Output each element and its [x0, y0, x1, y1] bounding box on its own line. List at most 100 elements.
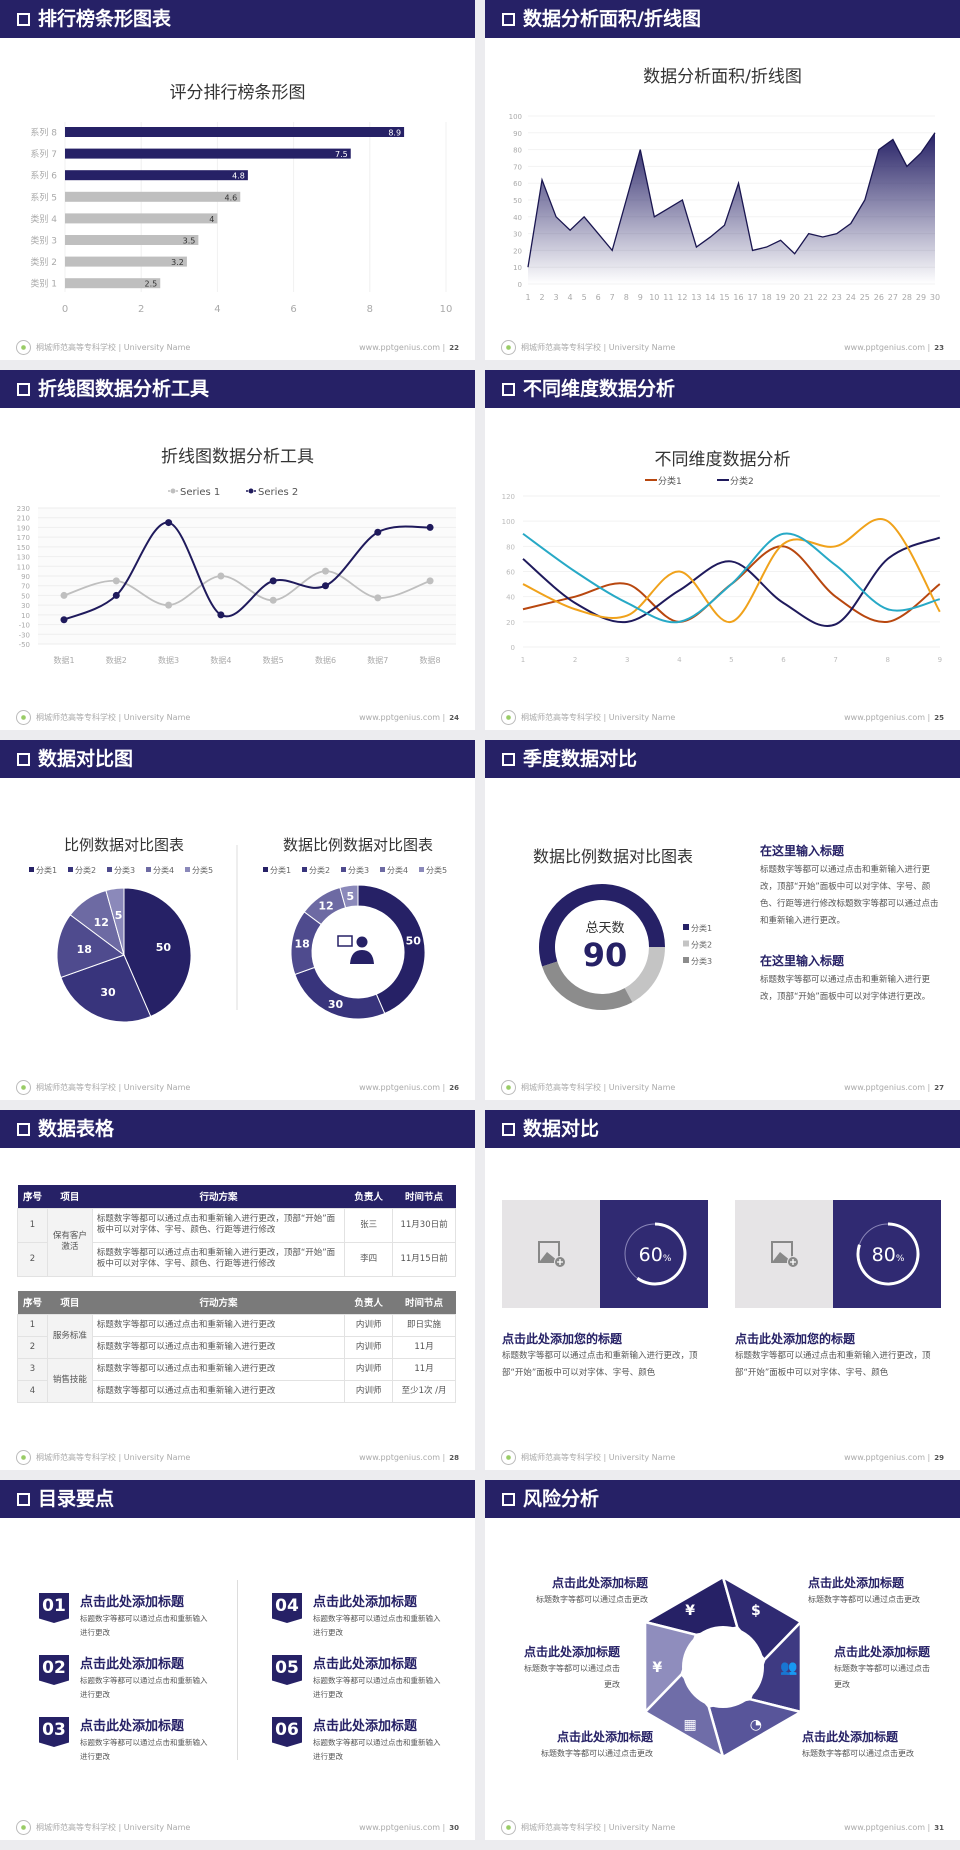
risk-segment[interactable]: 👥 — [748, 1620, 803, 1714]
image-placeholder[interactable] — [502, 1200, 600, 1308]
item-heading[interactable]: 点击此处添加标题 — [313, 1657, 418, 1672]
footer-left: 桐城师范高等专科学校 | University Name — [501, 709, 675, 725]
footer-site[interactable]: www.pptgenius.com | — [844, 712, 931, 722]
item-heading[interactable]: 点击此处添加标题 — [313, 1595, 418, 1610]
slide-26[interactable]: 数据对比图 桐城师范高等专科学校 | University Name www.ppt… — [0, 740, 475, 1100]
footer-school: 桐城师范高等专科学校 | University Name — [521, 342, 676, 352]
risk-heading[interactable]: 点击此处添加标题 — [834, 1645, 931, 1659]
x-tick-label: 16 — [733, 293, 743, 302]
table-header-row: 序号 项目 行动方案 负责人 时间节点 — [17, 1291, 456, 1314]
slide-24[interactable]: 折线图数据分析工具 桐城师范高等专科学校 | University Name www… — [0, 370, 475, 730]
footer-site[interactable]: www.pptgenius.com | — [359, 1822, 446, 1832]
add-image-icon[interactable] — [538, 1241, 566, 1268]
footer-site[interactable]: www.pptgenius.com | — [359, 712, 446, 722]
slide-31[interactable]: 风险分析 桐城师范高等专科学校 | University Name www.pptg… — [485, 1480, 960, 1840]
legend-label: 分类2 — [309, 865, 330, 875]
y-tick-label: -10 — [19, 622, 30, 630]
legend-label: 分类1 — [270, 865, 291, 875]
legend-swatch — [683, 924, 689, 930]
slice — [357, 884, 426, 1015]
checkbox-square-icon — [17, 1492, 30, 1506]
slice — [123, 887, 192, 1018]
cell-plan: 标题数字等都可以通过点击和重新输入进行更改 — [91, 1357, 346, 1381]
footer-site[interactable]: www.pptgenius.com | — [359, 1082, 446, 1092]
slice-label: 5 — [115, 909, 123, 922]
item-text: 标题数字等都可以通过点击和重新输入进行更改 — [80, 1738, 208, 1761]
risk-heading[interactable]: 点击此处添加标题 — [523, 1645, 620, 1659]
risk-heading[interactable]: 点击此处添加标题 — [556, 1730, 653, 1744]
card-heading[interactable]: 点击此处添加您的标题 — [735, 1332, 856, 1346]
slide-25[interactable]: 不同维度数据分析 桐城师范高等专科学校 | University Name www.… — [485, 370, 960, 730]
footer-site[interactable]: www.pptgenius.com | — [844, 342, 931, 352]
slide-30[interactable]: 目录要点 桐城师范高等专科学校 | University Name www.pptg… — [0, 1480, 475, 1840]
cell-group: 保有客户激活 — [46, 1207, 93, 1277]
item-heading: 在这里输入标题 — [760, 954, 845, 968]
legend-dot — [170, 488, 176, 494]
image-placeholder[interactable] — [735, 1200, 833, 1308]
column-header: 时间节点 — [405, 1298, 444, 1310]
item-heading[interactable]: 点击此处添加标题 — [313, 1719, 418, 1734]
risk-heading[interactable]: 点击此处添加标题 — [802, 1730, 899, 1744]
x-tick-label: 3 — [554, 293, 559, 302]
footer-site[interactable]: www.pptgenius.com | — [844, 1452, 931, 1462]
checkbox-square-icon — [502, 752, 515, 766]
legend-swatch — [263, 867, 268, 872]
page-number: 24 — [449, 713, 459, 722]
slide-footer: 桐城师范高等专科学校 | University Name www.pptgeniu… — [16, 708, 459, 726]
item-heading[interactable]: 点击此处添加标题 — [80, 1719, 185, 1734]
x-tick-label: 2 — [573, 656, 577, 664]
slide-23[interactable]: 数据分析面积/折线图 桐城师范高等专科学校 | University Name ww… — [485, 0, 960, 360]
cell-index: 2 — [17, 1335, 48, 1359]
y-tick-label: 100 — [502, 518, 515, 526]
footer-left: 桐城师范高等专科学校 | University Name — [501, 339, 676, 355]
footer-site[interactable]: www.pptgenius.com | — [359, 1452, 446, 1462]
column-header: 时间节点 — [405, 1192, 444, 1204]
footer-site[interactable]: www.pptgenius.com | — [844, 1822, 931, 1832]
legend-label: Series 2 — [258, 487, 298, 498]
x-tick-label: 14 — [705, 293, 715, 302]
item-heading: 在这里输入标题 — [760, 844, 845, 858]
risk-segment[interactable]: ¥ — [643, 1620, 698, 1714]
checkbox-square-icon — [502, 12, 515, 26]
slide-title: 排行榜条形图表 — [38, 8, 172, 30]
slide-29[interactable]: 数据对比 桐城师范高等专科学校 | University Name www.pptg… — [485, 1110, 960, 1470]
slide-28[interactable]: 数据表格 桐城师范高等专科学校 | University Name www.pptg… — [0, 1110, 475, 1470]
x-tick-label: 数据1 — [53, 655, 74, 665]
series-line — [522, 532, 941, 624]
y-tick-label: 10 — [513, 264, 522, 272]
footer-right: www.pptgenius.com | 24 — [359, 713, 459, 722]
buildings-icon: ▦ — [684, 1717, 697, 1733]
column-header: 负责人 — [354, 1192, 383, 1204]
y-tick-label: 50 — [513, 197, 522, 205]
risk-heading[interactable]: 点击此处添加标题 — [808, 1576, 905, 1590]
legend-label: 分类3 — [348, 865, 369, 875]
footer-right: www.pptgenius.com | 28 — [359, 1453, 459, 1462]
footer-site[interactable]: www.pptgenius.com | — [359, 342, 446, 352]
risk-text: 标题数字等都可以通过点击更改 — [541, 1749, 653, 1758]
card-heading[interactable]: 点击此处添加您的标题 — [502, 1332, 623, 1346]
cell-owner: 内训师 — [344, 1313, 394, 1337]
chart-canvas: 60% 80% — [502, 1200, 941, 1308]
add-image-icon[interactable] — [771, 1241, 799, 1268]
table-header-row: 序号 项目 行动方案 负责人 时间节点 — [17, 1185, 456, 1208]
slide-header: 数据表格 — [0, 1110, 475, 1148]
slide-27[interactable]: 季度数据对比 桐城师范高等专科学校 | University Name www.pp… — [485, 740, 960, 1100]
school-logo-icon — [16, 339, 31, 355]
item-heading[interactable]: 点击此处添加标题 — [80, 1595, 185, 1610]
data-label: 4.6 — [225, 193, 238, 202]
footer-site[interactable]: www.pptgenius.com | — [844, 1082, 931, 1092]
legend-label: 分类2 — [730, 475, 754, 487]
slide-22[interactable]: 排行榜条形图表 桐城师范高等专科学校 | University Name www.p… — [0, 0, 475, 360]
risk-heading[interactable]: 点击此处添加标题 — [551, 1576, 648, 1590]
risk-text: 标题数字等都可以通过点击更改 — [802, 1749, 914, 1758]
item-heading[interactable]: 点击此处添加标题 — [80, 1657, 185, 1672]
column-header: 行动方案 — [199, 1192, 238, 1204]
presenter-icon — [337, 935, 374, 964]
cell-owner: 张三 — [344, 1207, 394, 1243]
category-label: 系列 8 — [30, 127, 57, 139]
category-label: 类别 2 — [30, 256, 57, 268]
cell-index: 1 — [17, 1207, 48, 1243]
x-tick-label: 4 — [677, 656, 682, 664]
bar — [65, 191, 241, 202]
legend-label: 分类2 — [75, 865, 96, 875]
